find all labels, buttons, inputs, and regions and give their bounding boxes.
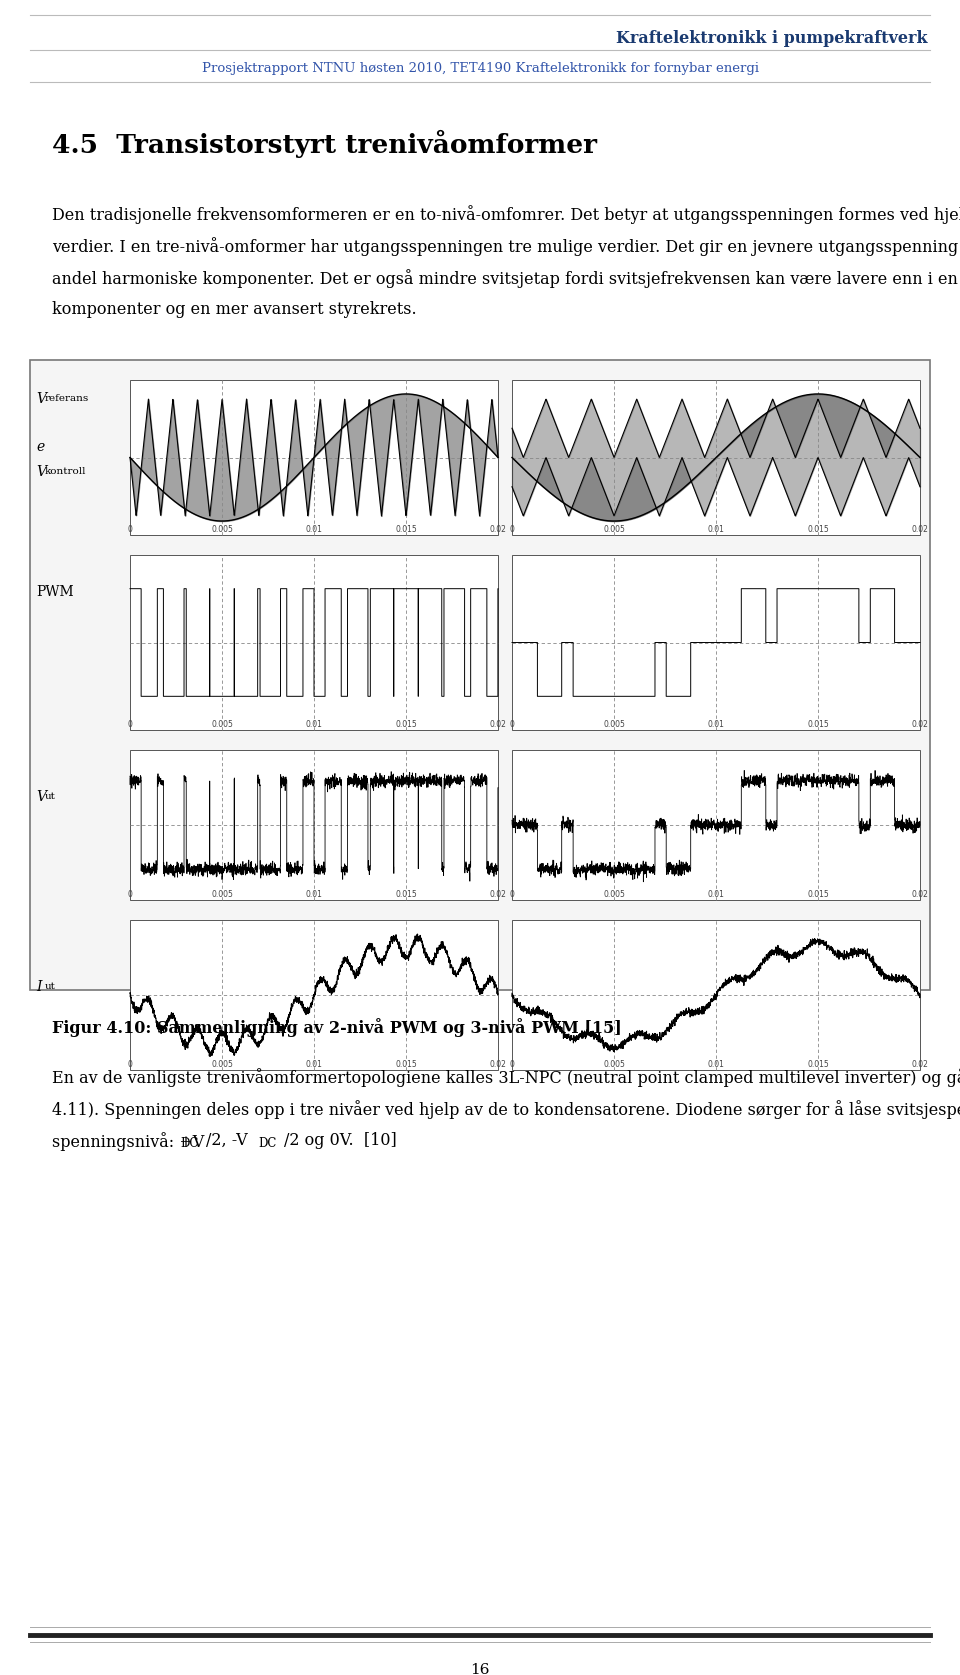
Text: 0.015: 0.015	[396, 720, 417, 729]
Text: Den tradisjonelle frekvensomformeren er en to-nivå-omfomrer. Det betyr at utgang: Den tradisjonelle frekvensomformeren er …	[52, 204, 960, 224]
Text: 0.005: 0.005	[211, 889, 233, 899]
Text: En av de vanligste trenivåomformertopologiene kalles 3L-NPC (neutral point clamp: En av de vanligste trenivåomformertopolo…	[52, 1069, 960, 1087]
Text: 0: 0	[510, 1060, 515, 1069]
Text: PWM: PWM	[36, 585, 74, 600]
Text: 0.015: 0.015	[807, 1060, 828, 1069]
Bar	[512, 920, 920, 1070]
Text: andel harmoniske komponenter. Det er også mindre svitsjetap fordi svitsjefrekven: andel harmoniske komponenter. Det er ogs…	[52, 270, 960, 288]
Bar	[512, 554, 920, 730]
Bar	[512, 380, 920, 534]
Text: I: I	[36, 980, 41, 993]
Text: spenningsnivå: +V: spenningsnivå: +V	[52, 1132, 204, 1151]
Text: 0.01: 0.01	[708, 720, 725, 729]
Text: 0: 0	[128, 720, 132, 729]
Text: /2, -V: /2, -V	[206, 1132, 248, 1149]
Text: 0.01: 0.01	[305, 1060, 323, 1069]
Text: 0.015: 0.015	[807, 720, 828, 729]
Text: 0.005: 0.005	[603, 1060, 625, 1069]
Text: 0.015: 0.015	[807, 524, 828, 534]
Text: 0.02: 0.02	[912, 889, 928, 899]
Text: 0.005: 0.005	[211, 524, 233, 534]
Text: Prosjektrapport NTNU høsten 2010, TET4190 Kraftelektronikk for fornybar energi: Prosjektrapport NTNU høsten 2010, TET419…	[202, 62, 758, 75]
Text: e: e	[36, 441, 44, 454]
Bar	[130, 920, 498, 1070]
Text: /2 og 0V.  [10]: /2 og 0V. [10]	[284, 1132, 396, 1149]
Text: 0.015: 0.015	[396, 889, 417, 899]
Text: 0.005: 0.005	[603, 524, 625, 534]
Text: 0.01: 0.01	[305, 720, 323, 729]
Bar	[512, 750, 920, 899]
Text: 0.01: 0.01	[305, 524, 323, 534]
Text: komponenter og en mer avansert styrekrets.: komponenter og en mer avansert styrekret…	[52, 302, 417, 318]
Text: 0.02: 0.02	[490, 524, 507, 534]
Text: Kraftelektronikk i pumpekraftverk: Kraftelektronikk i pumpekraftverk	[616, 30, 928, 47]
Text: DC: DC	[180, 1137, 199, 1151]
Text: DC: DC	[258, 1137, 276, 1151]
Text: kontroll: kontroll	[45, 467, 86, 476]
Text: 4.11). Spenningen deles opp i tre nivåer ved hjelp av de to kondensatorene. Diod: 4.11). Spenningen deles opp i tre nivåer…	[52, 1100, 960, 1119]
Text: 0.02: 0.02	[490, 1060, 507, 1069]
Text: 0.015: 0.015	[807, 889, 828, 899]
Text: 0: 0	[510, 889, 515, 899]
Text: 0.02: 0.02	[912, 720, 928, 729]
Text: 0.01: 0.01	[708, 524, 725, 534]
Text: 0.02: 0.02	[912, 1060, 928, 1069]
Text: 0.015: 0.015	[396, 1060, 417, 1069]
Text: 4.5  Transistorstyrt trenivåomformer: 4.5 Transistorstyrt trenivåomformer	[52, 131, 597, 157]
Text: ut: ut	[45, 792, 56, 801]
Text: 0.02: 0.02	[490, 889, 507, 899]
Text: V: V	[36, 466, 46, 479]
Text: 0.02: 0.02	[912, 524, 928, 534]
Bar	[130, 750, 498, 899]
Text: V: V	[36, 791, 46, 804]
Text: 0: 0	[510, 720, 515, 729]
Bar	[30, 360, 930, 990]
Bar	[130, 554, 498, 730]
Text: referans: referans	[45, 394, 89, 404]
Text: 0.01: 0.01	[305, 889, 323, 899]
Bar	[130, 380, 498, 534]
Text: 0.005: 0.005	[603, 720, 625, 729]
Text: 0.01: 0.01	[708, 1060, 725, 1069]
Text: 0.02: 0.02	[490, 720, 507, 729]
Text: verdier. I en tre-nivå-omformer har utgangsspenningen tre mulige verdier. Det gi: verdier. I en tre-nivå-omformer har utga…	[52, 236, 960, 256]
Text: Figur 4.10: Sammenligning av 2-nivå PWM og 3-nivå PWM [15]: Figur 4.10: Sammenligning av 2-nivå PWM …	[52, 1018, 622, 1037]
Text: 0: 0	[128, 889, 132, 899]
Text: 0: 0	[128, 524, 132, 534]
Text: 0.005: 0.005	[211, 720, 233, 729]
Text: V: V	[36, 392, 46, 405]
Text: 0.01: 0.01	[708, 889, 725, 899]
Text: 0: 0	[128, 1060, 132, 1069]
Text: 0: 0	[510, 524, 515, 534]
Text: 0.005: 0.005	[603, 889, 625, 899]
Text: 0.005: 0.005	[211, 1060, 233, 1069]
Text: ut: ut	[45, 982, 56, 992]
Text: 0.015: 0.015	[396, 524, 417, 534]
Text: 16: 16	[470, 1663, 490, 1675]
